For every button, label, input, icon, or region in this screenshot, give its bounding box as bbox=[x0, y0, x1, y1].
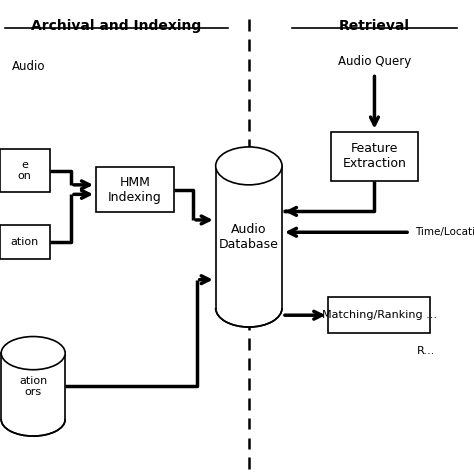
Bar bbox=[96, 167, 174, 212]
Bar bbox=[213, 288, 284, 308]
Text: Time/Location...: Time/Location... bbox=[415, 227, 474, 237]
Bar bbox=[328, 298, 430, 333]
Text: ation
ors: ation ors bbox=[19, 375, 47, 397]
Text: Audio: Audio bbox=[12, 60, 46, 73]
Text: e
on: e on bbox=[18, 160, 32, 182]
Bar bbox=[216, 166, 282, 308]
Ellipse shape bbox=[216, 289, 282, 327]
Bar bbox=[0, 402, 67, 419]
Text: Audio
Database: Audio Database bbox=[219, 223, 279, 251]
Text: Archival and Indexing: Archival and Indexing bbox=[31, 19, 201, 33]
Bar bbox=[331, 131, 419, 181]
Bar bbox=[0, 149, 50, 192]
Bar bbox=[1, 353, 65, 419]
Text: HMM
Indexing: HMM Indexing bbox=[108, 175, 162, 204]
Bar bbox=[0, 225, 50, 259]
Text: Matching/Ranking ...: Matching/Ranking ... bbox=[322, 310, 437, 320]
Text: Feature
Extraction: Feature Extraction bbox=[343, 142, 406, 171]
Text: Audio Query: Audio Query bbox=[338, 55, 411, 68]
Ellipse shape bbox=[216, 147, 282, 185]
Text: ation: ation bbox=[10, 237, 39, 247]
Text: Retrieval: Retrieval bbox=[339, 19, 410, 33]
Ellipse shape bbox=[1, 403, 65, 436]
Text: R...: R... bbox=[417, 346, 436, 356]
Ellipse shape bbox=[1, 337, 65, 370]
